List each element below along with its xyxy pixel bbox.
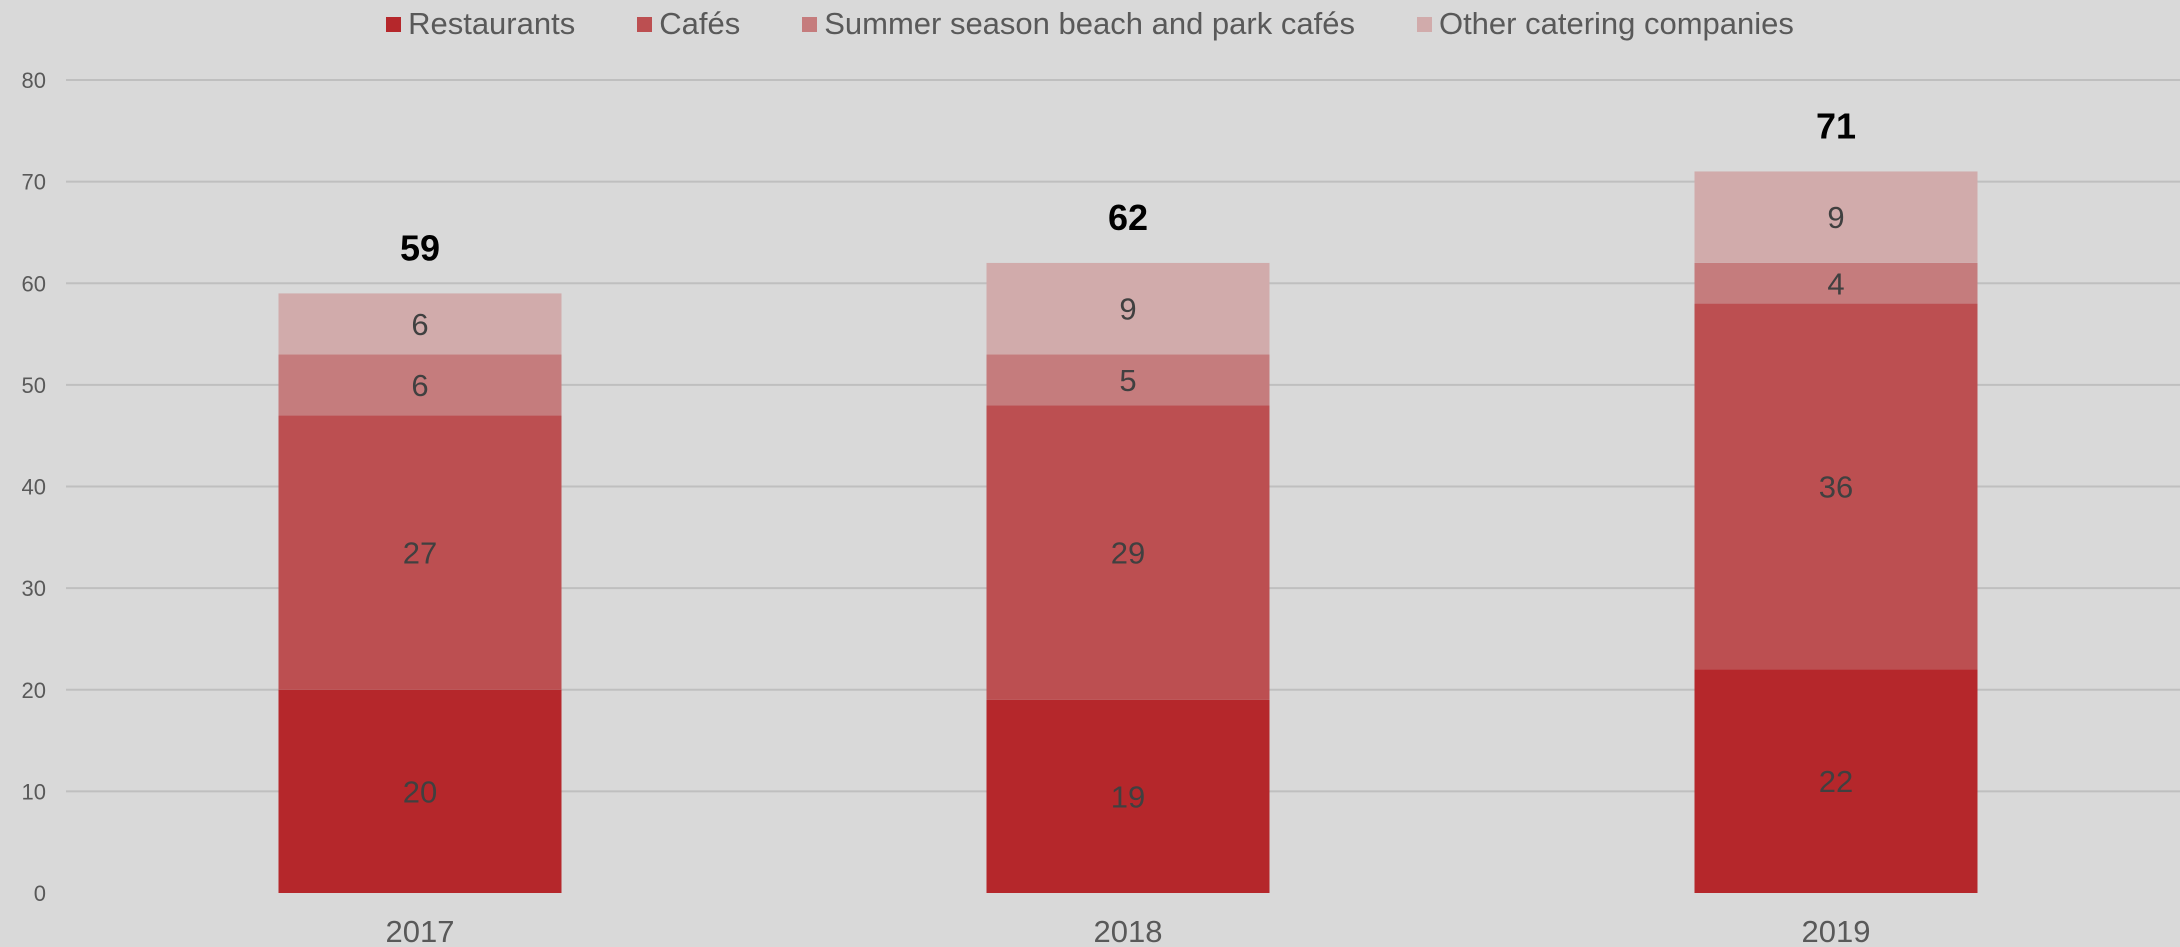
data-label: 6 — [411, 307, 428, 342]
bar-segment — [278, 415, 562, 690]
legend-swatch — [386, 16, 402, 32]
y-tick-label: 40 — [22, 475, 46, 500]
legend-label: Cafés — [659, 6, 741, 41]
y-tick-label: 60 — [22, 271, 46, 296]
legend-label: Summer season beach and park cafés — [824, 6, 1355, 41]
y-tick-label: 20 — [22, 678, 46, 703]
y-tick-label: 0 — [34, 881, 46, 906]
bar-segment — [986, 405, 1270, 700]
y-tick-label: 70 — [22, 170, 46, 195]
data-label: 29 — [1111, 536, 1145, 571]
y-tick-label: 50 — [22, 373, 46, 398]
legend-swatch — [1416, 16, 1432, 32]
legend-item: Cafés — [637, 6, 740, 42]
data-label: 19 — [1111, 779, 1145, 814]
total-label: 62 — [1108, 197, 1148, 238]
data-label: 9 — [1119, 292, 1136, 327]
x-tick-label: 2017 — [386, 914, 455, 947]
data-label: 27 — [403, 536, 437, 571]
bar-segment — [278, 689, 562, 893]
y-tick-label: 10 — [22, 779, 46, 804]
bar-segment — [986, 699, 1270, 893]
y-tick-label: 80 — [22, 68, 46, 93]
legend-swatch — [637, 16, 653, 32]
x-tick-label: 2018 — [1094, 914, 1163, 947]
bar-segment — [1694, 262, 1978, 304]
data-label: 20 — [403, 774, 437, 809]
legend-item: Restaurants — [386, 6, 575, 42]
y-tick-label: 30 — [22, 576, 46, 601]
data-label: 22 — [1819, 764, 1853, 799]
bar-segment — [1694, 171, 1978, 263]
legend-item: Summer season beach and park cafés — [802, 6, 1355, 42]
data-label: 6 — [411, 368, 428, 403]
total-label: 71 — [1816, 105, 1856, 146]
chart-legend: Restaurants Cafés Summer season beach and … — [0, 6, 2180, 42]
data-label: 9 — [1827, 200, 1844, 235]
legend-swatch — [802, 16, 818, 32]
bar-segment — [1694, 669, 1978, 893]
x-tick-label: 2019 — [1802, 914, 1871, 947]
legend-label: Restaurants — [408, 6, 576, 41]
bar-segment — [986, 354, 1270, 406]
data-label: 5 — [1119, 363, 1136, 398]
bar-segment — [278, 293, 562, 355]
data-label: 4 — [1827, 266, 1844, 301]
bar-segment — [986, 262, 1270, 355]
data-label: 36 — [1819, 470, 1853, 505]
total-label: 59 — [400, 227, 440, 268]
bar-segment — [1694, 303, 1978, 670]
bar-segment — [278, 354, 562, 416]
legend-item: Other catering companies — [1416, 6, 1794, 42]
legend-label: Other catering companies — [1438, 6, 1794, 41]
